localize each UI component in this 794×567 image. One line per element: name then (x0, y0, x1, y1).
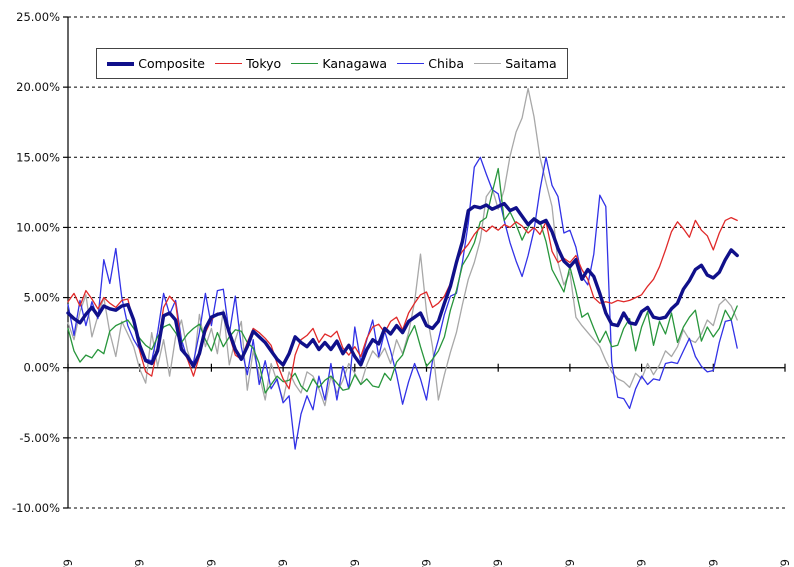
legend-line-icon (215, 62, 243, 65)
legend-item-kanagawa: Kanagawa (291, 56, 387, 71)
legend-label: Composite (138, 56, 205, 71)
x-axis-label: 2023/9 (635, 559, 649, 567)
legend-item-tokyo: Tokyo (215, 56, 281, 71)
series-line-tokyo (67, 216, 738, 390)
series-line-chiba (67, 156, 738, 450)
x-axis-label: 2025/9 (778, 559, 792, 567)
legend-line-icon (397, 62, 425, 65)
legend-label: Kanagawa (322, 56, 388, 71)
y-axis-label: 5.00% (23, 291, 60, 305)
x-axis-label: 2017/9 (204, 559, 218, 567)
y-axis-label: -10.00% (12, 501, 60, 515)
legend-line-icon (474, 62, 502, 65)
y-axis-label: 0.00% (23, 361, 60, 375)
x-axis-label: 2021/9 (491, 559, 505, 567)
y-axis-label: 15.00% (16, 150, 60, 164)
series-line-composite (66, 201, 739, 368)
legend-line-icon (107, 61, 135, 66)
legend-item-saitama: Saitama (474, 56, 557, 71)
x-axis-label: 2024/9 (706, 559, 720, 567)
legend-item-chiba: Chiba (397, 56, 464, 71)
y-axis-label: -5.00% (19, 431, 60, 445)
legend-label: Chiba (428, 56, 465, 71)
x-axis-label: 2019/9 (348, 559, 362, 567)
x-axis-label: 2015/9 (61, 559, 75, 567)
legend-label: Tokyo (246, 56, 282, 71)
y-axis-label: 20.00% (16, 80, 60, 94)
x-axis-label: 2022/9 (563, 559, 577, 567)
legend-item-composite: Composite (107, 56, 205, 71)
series-line-saitama (67, 87, 738, 407)
legend: Composite Tokyo Kanagawa Chiba Saitama (96, 48, 568, 79)
x-axis-label: 2016/9 (133, 559, 147, 567)
y-axis-label: 10.00% (16, 220, 60, 234)
legend-line-icon (291, 62, 319, 65)
x-axis-label: 2020/9 (420, 559, 434, 567)
series-line-kanagawa (67, 167, 738, 394)
x-axis-label: 2018/9 (276, 559, 290, 567)
legend-label: Saitama (505, 56, 557, 71)
y-axis-label: 25.00% (16, 10, 60, 24)
